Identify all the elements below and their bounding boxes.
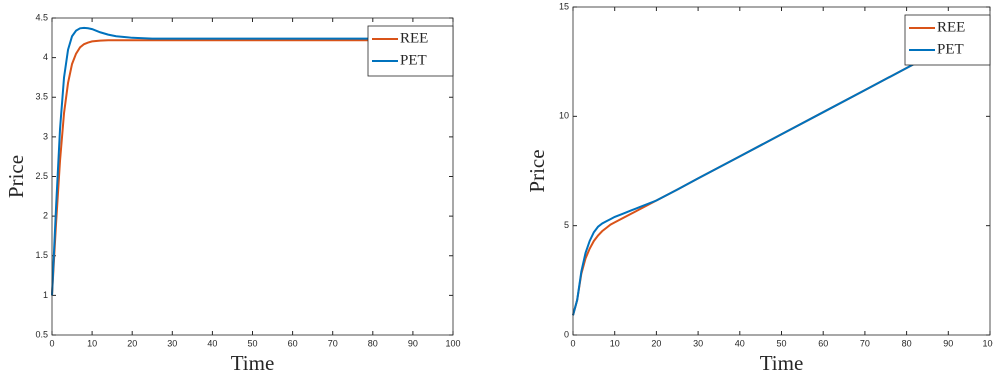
x-tick-label: 40 [207,338,217,348]
line-series [572,22,991,316]
x-tick-label: 60 [818,338,828,348]
y-tick-label: 4.5 [35,12,48,22]
y-tick-label: 4 [43,52,48,62]
line-series [51,39,453,296]
y-tick-label: 0.5 [35,329,48,339]
x-tick-label: 0 [49,338,54,348]
x-tick-label: 60 [288,338,298,348]
y-tick-label: 1 [43,290,48,300]
x-tick-label: 90 [943,338,953,348]
y-tick-label: 3 [43,131,48,141]
y-tick-label: 5 [564,220,569,230]
y-tick-label: 3.5 [35,92,48,102]
legend-label: PET [937,41,964,57]
x-tick-label: 50 [776,338,786,348]
y-tick-label: 10 [559,111,569,121]
x-tick-label: 0 [570,338,575,348]
y-tick-label: 1.5 [35,250,48,260]
x-tick-label: 20 [651,338,661,348]
x-tick-label: 70 [860,338,870,348]
legend-label: REE [400,30,428,46]
x-tick-label: 30 [167,338,177,348]
legend-label: PET [400,52,427,68]
legend-label: REE [937,19,965,35]
x-tick-label: 40 [735,338,745,348]
y-tick-label: 15 [559,1,569,11]
y-tick-label: 2 [43,211,48,221]
x-tick-label: 10 [87,338,97,348]
x-axis-label: Time [231,351,275,375]
x-tick-label: 50 [247,338,257,348]
x-tick-label: 100 [445,338,460,348]
x-tick-label: 30 [693,338,703,348]
x-axis-label: Time [760,351,804,375]
y-tick-label: 0 [564,329,569,339]
y-axis-label: Price [525,149,549,192]
x-tick-label: 80 [902,338,912,348]
x-tick-label: 100 [982,338,993,348]
legend-box [904,14,991,66]
axes-box [572,6,991,336]
x-tick-label: 90 [408,338,418,348]
x-tick-label: 10 [610,338,620,348]
legend-box [367,25,454,77]
y-tick-label: 2.5 [35,171,48,181]
line-series [51,26,453,296]
x-tick-label: 80 [368,338,378,348]
x-tick-label: 20 [127,338,137,348]
x-tick-label: 70 [328,338,338,348]
y-axis-label: Price [4,155,28,198]
axes-box [51,17,454,336]
